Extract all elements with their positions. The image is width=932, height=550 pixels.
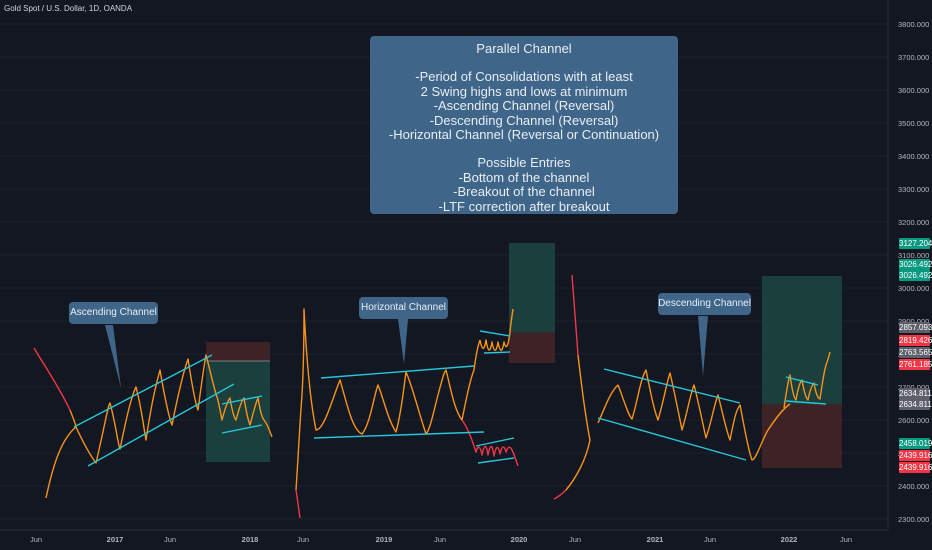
price-line-down-2018: [295, 489, 301, 519]
ascending-channel-bottom: [87, 383, 235, 467]
flag-2018-top: [221, 395, 263, 405]
callout-descending-channel: Descending Channel: [658, 293, 751, 315]
price-line-2022-flag: [783, 351, 831, 409]
zone-profit-2020: [509, 243, 555, 332]
info-heading-entries: Possible Entries: [477, 155, 571, 171]
x-tick-label: Jun: [164, 535, 176, 544]
x-tick-label: 2017: [107, 535, 124, 544]
info-line: -Ascending Channel (Reversal): [433, 98, 615, 114]
x-tick-label: Jun: [569, 535, 581, 544]
price-tag-label: 3026.492: [899, 259, 932, 270]
info-line: 2 Swing highs and lows at minimum: [420, 83, 628, 99]
info-title: Parallel Channel: [476, 41, 572, 56]
info-note-box: Parallel Channel -Period of Consolidatio…: [370, 36, 678, 214]
flag-2022-top: [785, 376, 819, 386]
y-tick-label: 3700.000: [898, 53, 929, 62]
x-tick-label: Jun: [434, 535, 446, 544]
x-tick-label: Jun: [704, 535, 716, 544]
price-line-2016: [45, 409, 77, 499]
x-tick-label: 2020: [511, 535, 528, 544]
info-line: -Descending Channel (Reversal): [429, 112, 619, 128]
flag-2018-bottom: [221, 424, 263, 434]
price-tag-label: 2439.916: [899, 450, 932, 461]
price-line-2021: [565, 354, 591, 491]
zone-profit-2022: [762, 276, 842, 404]
descending-channel-top: [603, 368, 741, 404]
x-tick-label: 2022: [781, 535, 798, 544]
price-line-2020-flag: [479, 308, 514, 351]
y-tick-label: 3800.000: [898, 20, 929, 29]
price-tag-label: 2439.916: [899, 462, 932, 473]
flag-2020-bottom-top: [475, 437, 515, 447]
flag-2022-bottom: [785, 400, 827, 405]
flag-2020-bottom-bottom: [477, 457, 515, 464]
callout-pointer-horizontal: [398, 319, 408, 364]
ascending-channel-top: [73, 354, 213, 428]
callout-pointer-descending: [698, 316, 708, 376]
channels: [73, 330, 827, 467]
price-line-2020-spike: [461, 419, 519, 467]
price-tag-label: 3127.204: [899, 238, 932, 249]
info-line: -Breakout of the channel: [453, 184, 595, 200]
x-tick-label: Jun: [840, 535, 852, 544]
horizontal-channel-top: [320, 365, 475, 379]
y-tick-label: 2700.000: [898, 383, 929, 392]
info-line: -Period of Consolidations with at least: [415, 69, 633, 85]
flag-2020-top-bottom: [483, 351, 511, 354]
x-tick-label: 2019: [376, 535, 393, 544]
horizontal-channel-bottom: [313, 431, 485, 439]
price-tag-label: 2634.811: [899, 388, 932, 399]
info-line: -Bottom of the channel: [458, 169, 590, 185]
price-tag-label: 2819.426: [899, 335, 932, 346]
callout-pointer-ascending: [105, 325, 121, 388]
x-tick-label: 2018: [242, 535, 259, 544]
zone-loss-2020: [509, 332, 555, 363]
y-tick-label: 3100.000: [898, 251, 929, 260]
symbol-title[interactable]: Gold Spot / U.S. Dollar, 1D, OANDA: [4, 4, 133, 13]
zone-loss-2018: [206, 342, 270, 361]
price-line-down-2016: [33, 347, 71, 411]
zone-loss-2022: [762, 404, 842, 468]
x-tick-label: 2021: [647, 535, 664, 544]
price-series: [33, 274, 831, 519]
y-tick-label: 2600.000: [898, 416, 929, 425]
flag-2020-top-top: [479, 330, 511, 337]
info-line: -Horizontal Channel (Reversal or Continu…: [388, 127, 660, 143]
callout-ascending-channel: Ascending Channel: [69, 302, 158, 324]
y-tick-label: 2400.000: [898, 482, 929, 491]
price-tag-label: 2458.019: [899, 438, 932, 449]
y-tick-label: 3600.000: [898, 86, 929, 95]
price-tag-label: 2857.093: [899, 322, 932, 333]
x-tick-label: Jun: [297, 535, 309, 544]
y-tick-label: 3000.000: [898, 284, 929, 293]
price-tag-label: 2634.811: [899, 399, 932, 410]
price-line-2021-down: [553, 489, 567, 500]
x-tick-label: Jun: [30, 535, 42, 544]
callout-horizontal-channel: Horizontal Channel: [359, 297, 448, 319]
y-tick-label: 3400.000: [898, 152, 929, 161]
y-tick-label: 3200.000: [898, 218, 929, 227]
price-line-down-2020: [571, 274, 579, 356]
y-tick-label: 2300.000: [898, 515, 929, 524]
price-tag-label: 2761.185: [899, 359, 932, 370]
x-axis-ticks: Jun 2017 Jun 2018 Jun 2019 Jun 2020 Jun 2021 Jun 20…: [30, 535, 852, 544]
info-line: -LTF correction after breakout: [438, 198, 610, 214]
y-tick-label: 3500.000: [898, 119, 929, 128]
price-tag-label: 3026.492: [899, 270, 932, 281]
price-line-descending: [597, 369, 791, 461]
y-tick-label: 2900.000: [898, 317, 929, 326]
price-line-ascending: [75, 354, 273, 464]
y-tick-label: 3300.000: [898, 185, 929, 194]
price-line-horizontal: [295, 308, 481, 491]
descending-channel-bottom: [597, 417, 747, 461]
price-tag-label: 2763.565: [899, 347, 932, 358]
